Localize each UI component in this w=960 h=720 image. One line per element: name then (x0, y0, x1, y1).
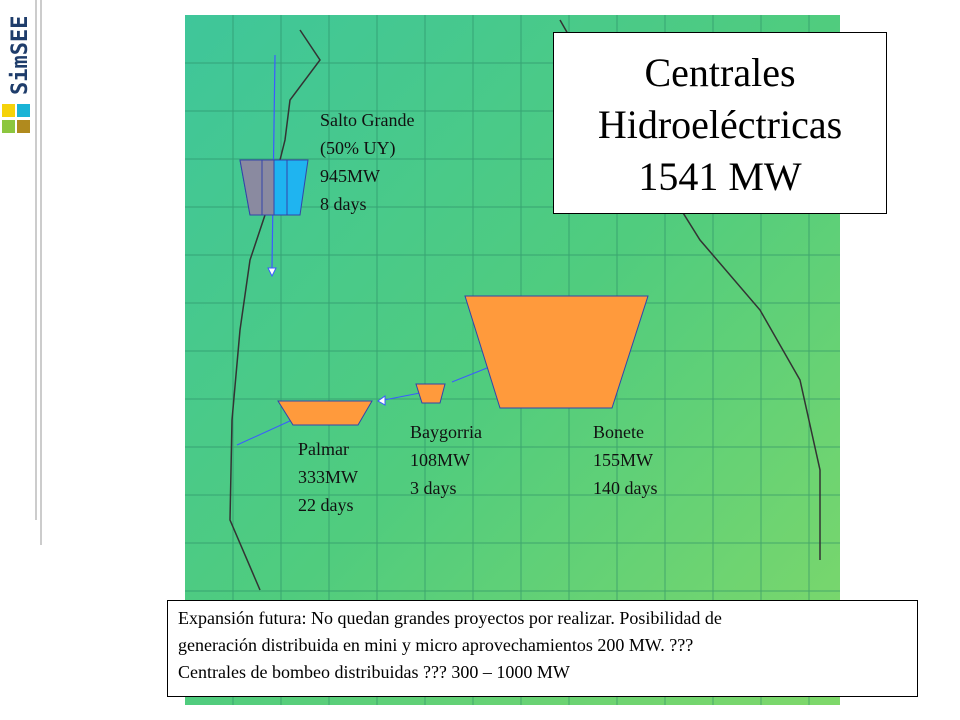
logo-square (2, 104, 15, 117)
plant-label: Baygorria (410, 422, 482, 442)
title-box: Centrales Hidroeléctricas 1541 MW (553, 32, 887, 214)
plant-label: Salto Grande (320, 110, 414, 130)
plant-label: 3 days (410, 478, 457, 498)
plant-label: Bonete (593, 422, 644, 442)
text-line: Hidroeléctricas (597, 102, 843, 147)
arrow-head (267, 267, 277, 278)
plant-label: 155MW (593, 450, 653, 470)
river-arrow (236, 419, 293, 446)
text-line: Centrales de bombeo distribuidas ??? 300… (178, 662, 570, 682)
plant-label: 333MW (298, 467, 358, 487)
river-arrow (451, 365, 493, 383)
logo: SimSEE (8, 16, 33, 95)
plant-label: (50% UY) (320, 138, 395, 159)
plant-label: 945MW (320, 166, 380, 186)
text-line: Centrales (644, 50, 796, 95)
plant-label: 108MW (410, 450, 470, 470)
plant-label: 22 days (298, 495, 354, 515)
logo-square (17, 104, 30, 117)
plant-label: 140 days (593, 478, 658, 498)
reservoir (415, 383, 446, 404)
text-line: 1541 MW (638, 154, 802, 199)
reservoir (239, 159, 275, 216)
plant-label: 8 days (320, 194, 367, 214)
note-box: Expansión futura: No quedan grandes proy… (167, 600, 918, 697)
plant-labels: Salto Grande (50% UY) 945MW 8 days Bonete 155… (298, 110, 658, 515)
river-arrow (383, 391, 426, 401)
reservoir (277, 400, 373, 426)
text-line: generación distribuida en mini y micro a… (178, 635, 694, 655)
plant-label: Palmar (298, 439, 349, 459)
logo-square (17, 120, 30, 133)
reservoir (464, 295, 649, 409)
logo-square (2, 120, 15, 133)
arrow-head (377, 395, 386, 406)
text-line: Expansión futura: No quedan grandes proy… (178, 608, 722, 628)
